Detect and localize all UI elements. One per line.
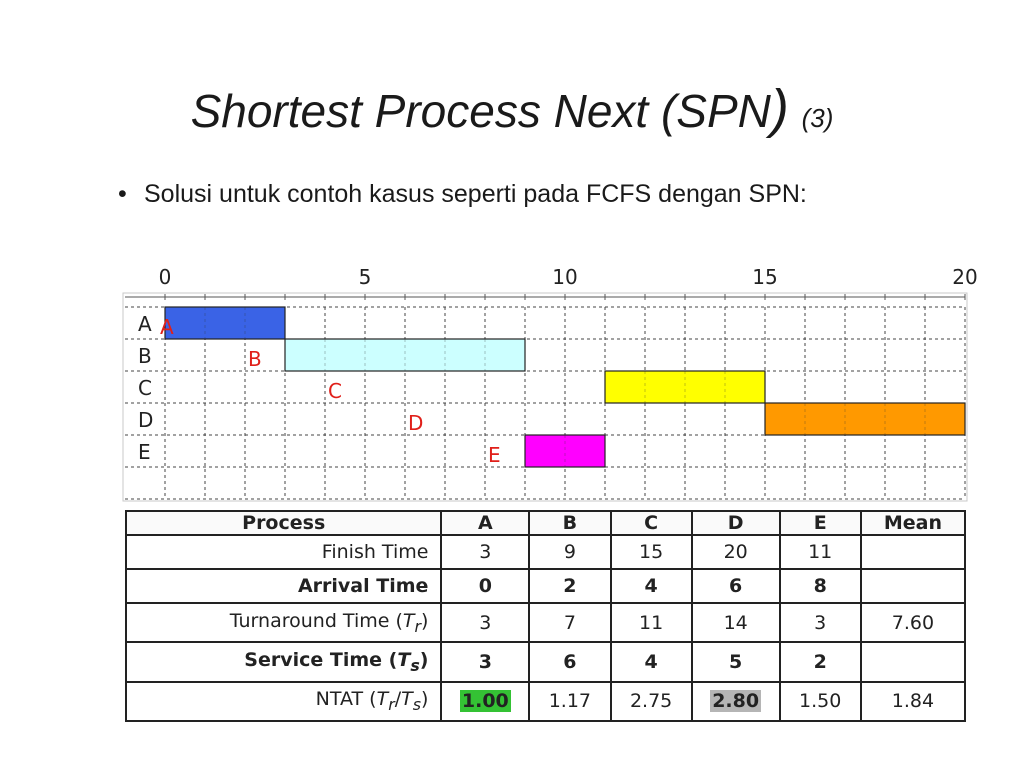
cell-finish-a: 3 [440, 534, 531, 570]
bullet-text: Solusi untuk contoh kasus seperti pada F… [144, 180, 807, 208]
gantt-bar [284, 338, 526, 372]
rowhead-finish-time: Finish Time [124, 534, 443, 570]
cell-finish-e: 11 [778, 534, 862, 570]
x-tick-label: 0 [159, 265, 172, 289]
x-tick-label: 10 [552, 265, 577, 289]
gantt-bar [764, 402, 966, 436]
cell-finish-d: 20 [690, 534, 781, 570]
arrival-marker: A [160, 315, 174, 339]
cell-finish-b: 9 [528, 534, 612, 570]
cell-turnaround-a: 3 [440, 601, 531, 644]
cell-arrival-b: 2 [528, 567, 612, 604]
row-finish-time: Finish Time 3 9 15 20 11 [124, 534, 967, 570]
header-mean: Mean [859, 510, 967, 536]
cell-arrival-c: 4 [609, 567, 693, 604]
cell-arrival-mean [859, 567, 967, 604]
cell-turnaround-mean: 7.60 [859, 601, 967, 644]
cell-service-a: 3 [440, 641, 531, 683]
row-service-time: Service Time (Ts) 3 6 4 5 2 [124, 641, 967, 683]
cell-turnaround-b: 7 [528, 601, 612, 644]
gantt-bar [604, 370, 766, 404]
cell-ntat-c: 2.75 [609, 680, 693, 723]
cell-service-e: 2 [778, 641, 862, 683]
cell-turnaround-e: 3 [778, 601, 862, 644]
title-paren: ) [770, 79, 789, 139]
row-label: E [138, 440, 151, 464]
ntat-d-highlight: 2.80 [710, 690, 762, 713]
cell-service-b: 6 [528, 641, 612, 683]
row-ntat: NTAT (Tr/Ts) 1.00 1.17 2.75 2.80 1.50 1.… [124, 680, 967, 723]
cell-finish-mean [859, 534, 967, 570]
rowhead-ntat: NTAT (Tr/Ts) [124, 680, 443, 723]
header-c: C [609, 510, 693, 536]
arrival-marker: E [488, 443, 501, 467]
row-label: C [138, 376, 152, 400]
row-arrival-time: Arrival Time 0 2 4 6 8 [124, 567, 967, 604]
bullet-item: • Solusi untuk contoh kasus seperti pada … [118, 180, 807, 209]
header-d: D [690, 510, 781, 536]
rowhead-service-time: Service Time (Ts) [124, 641, 443, 683]
arrival-marker: D [408, 411, 423, 435]
title-main: Shortest Process Next (SPN [190, 85, 771, 137]
row-label: B [138, 344, 152, 368]
cell-turnaround-c: 11 [609, 601, 693, 644]
stats-table: Process A B C D E Mean Finish Time 3 9 1… [124, 510, 967, 723]
x-tick-label: 20 [952, 265, 977, 289]
cell-turnaround-d: 14 [690, 601, 781, 644]
row-turnaround-time: Turnaround Time (Tr) 3 7 11 14 3 7.60 [124, 601, 967, 644]
table-header-row: Process A B C D E Mean [124, 510, 967, 536]
gantt-bar [164, 306, 286, 340]
cell-arrival-a: 0 [440, 567, 531, 604]
row-label: D [138, 408, 153, 432]
cell-finish-c: 15 [609, 534, 693, 570]
x-tick-label: 5 [359, 265, 372, 289]
x-tick-label: 15 [752, 265, 777, 289]
cell-ntat-d: 2.80 [690, 680, 781, 723]
cell-arrival-e: 8 [778, 567, 862, 604]
rowhead-turnaround-time: Turnaround Time (Tr) [124, 601, 443, 644]
bullet-dot: • [118, 180, 127, 208]
header-process: Process [124, 510, 443, 536]
cell-ntat-mean: 1.84 [859, 680, 967, 723]
cell-arrival-d: 6 [690, 567, 781, 604]
slide-title: Shortest Process Next (SPN) (3) [0, 78, 1024, 140]
cell-service-c: 4 [609, 641, 693, 683]
arrival-marker: C [328, 379, 342, 403]
cell-ntat-a: 1.00 [440, 680, 531, 723]
rowhead-arrival-time: Arrival Time [124, 567, 443, 604]
ntat-a-highlight: 1.00 [459, 690, 511, 713]
cell-service-mean [859, 641, 967, 683]
cell-ntat-e: 1.50 [778, 680, 862, 723]
cell-ntat-b: 1.17 [528, 680, 612, 723]
title-number: (3) [801, 103, 834, 133]
gantt-bar [524, 434, 606, 468]
header-a: A [440, 510, 531, 536]
row-label: A [138, 312, 152, 336]
header-e: E [778, 510, 862, 536]
cell-service-d: 5 [690, 641, 781, 683]
header-b: B [528, 510, 612, 536]
arrival-marker: B [248, 347, 262, 371]
